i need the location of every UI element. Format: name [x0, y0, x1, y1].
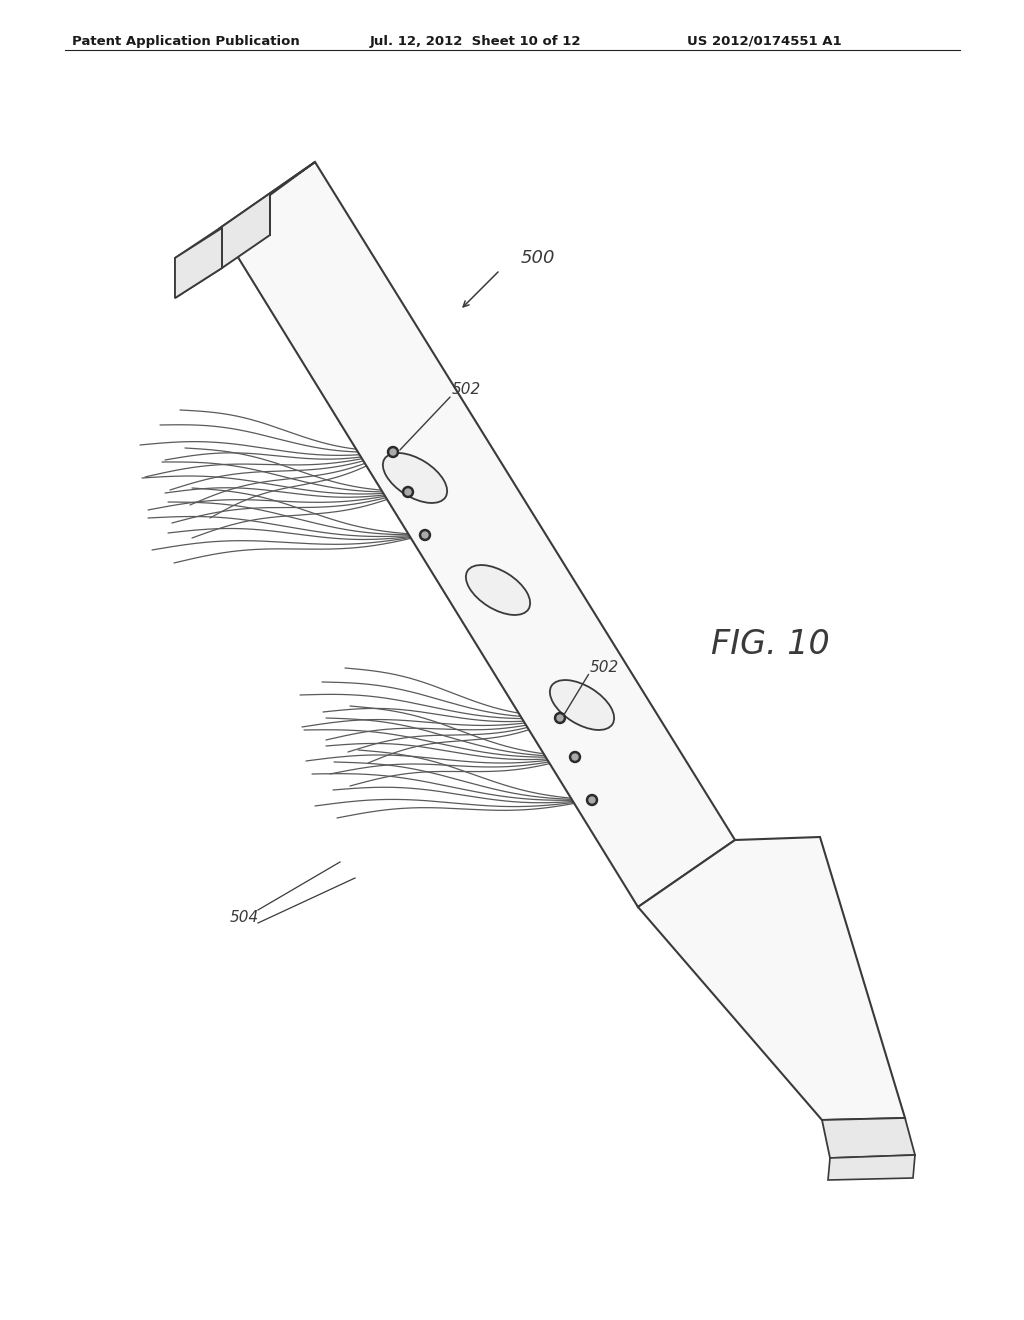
Ellipse shape	[383, 453, 447, 503]
Text: 502: 502	[452, 383, 481, 397]
Circle shape	[555, 713, 565, 723]
Circle shape	[420, 529, 430, 540]
Circle shape	[569, 751, 581, 763]
Text: Patent Application Publication: Patent Application Publication	[72, 36, 300, 48]
Text: FIG. 10: FIG. 10	[711, 628, 829, 661]
Polygon shape	[822, 1118, 915, 1158]
Polygon shape	[220, 162, 735, 907]
Circle shape	[422, 532, 428, 539]
Circle shape	[387, 446, 398, 458]
Circle shape	[402, 487, 414, 498]
Text: US 2012/0174551 A1: US 2012/0174551 A1	[687, 36, 842, 48]
Circle shape	[406, 488, 411, 495]
Text: 500: 500	[521, 249, 555, 267]
Circle shape	[572, 754, 578, 760]
Polygon shape	[828, 1155, 915, 1180]
Polygon shape	[175, 228, 222, 298]
Text: 502: 502	[590, 660, 620, 676]
Polygon shape	[175, 162, 315, 298]
Ellipse shape	[466, 565, 530, 615]
Circle shape	[390, 449, 396, 455]
Ellipse shape	[550, 680, 614, 730]
Text: Jul. 12, 2012  Sheet 10 of 12: Jul. 12, 2012 Sheet 10 of 12	[370, 36, 582, 48]
Polygon shape	[638, 837, 905, 1119]
Circle shape	[557, 715, 563, 721]
Circle shape	[587, 795, 597, 805]
Circle shape	[589, 797, 595, 803]
Text: 504: 504	[230, 911, 259, 925]
